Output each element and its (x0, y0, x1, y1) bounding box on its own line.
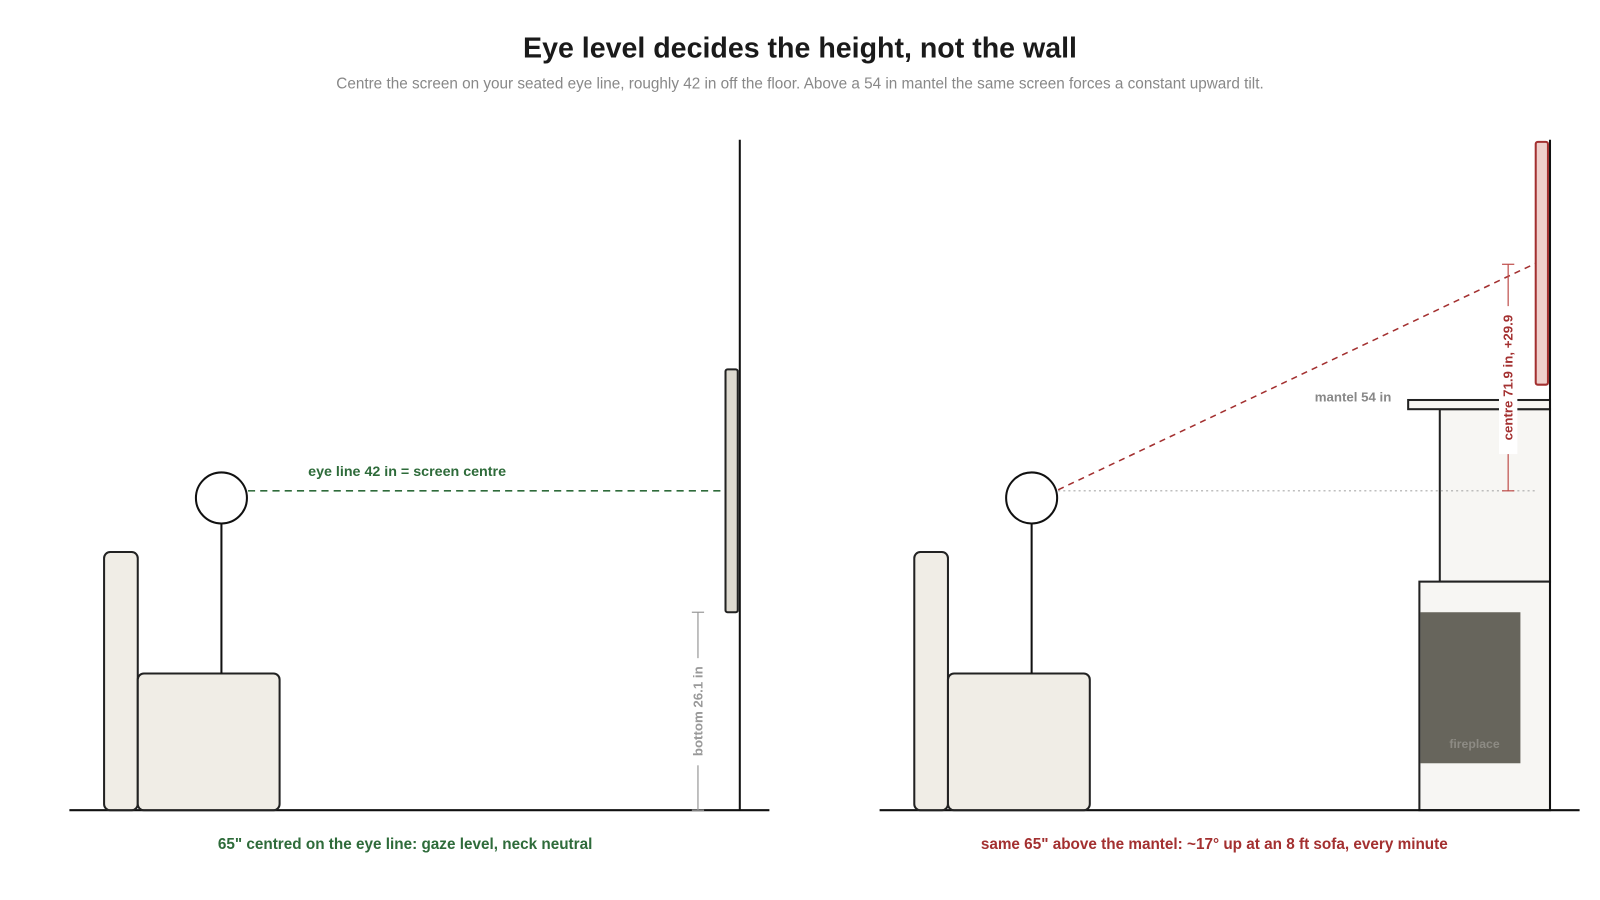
firebox (1420, 612, 1521, 764)
sofa-back (913, 551, 949, 812)
head (1005, 471, 1059, 525)
sofa-back (103, 551, 139, 812)
sofa-seat (136, 672, 281, 812)
dimension-label-bg (1498, 306, 1518, 455)
mantel-label: mantel 54 in (1315, 389, 1392, 404)
caption: 65" centred on the eye line: gaze level,… (218, 836, 593, 853)
left-panel: eye line 42 in = screen centre bottom 26… (69, 139, 770, 853)
mantel (1407, 398, 1552, 411)
gaze-line (1057, 262, 1537, 491)
tv (1534, 140, 1549, 386)
tv (724, 368, 739, 614)
subtitle: Centre the screen on your seated eye lin… (336, 76, 1263, 93)
dimension (691, 611, 705, 811)
dimension-label: bottom 26.1 in (690, 666, 705, 756)
eye-line-label: eye line 42 in = screen centre (308, 464, 506, 480)
fireplace-label: fireplace (1449, 737, 1500, 751)
chimney (1438, 408, 1552, 583)
title: Eye level decides the height, not the wa… (523, 33, 1077, 65)
head (194, 471, 248, 525)
caption: same 65" above the mantel: ~17° up at an… (981, 836, 1448, 853)
dimension-label: centre 71.9 in, +29.9 (1501, 315, 1516, 441)
sofa-seat (946, 672, 1091, 812)
right-panel: fireplace mantel 54 in centre 71.9 in, +… (879, 139, 1580, 853)
